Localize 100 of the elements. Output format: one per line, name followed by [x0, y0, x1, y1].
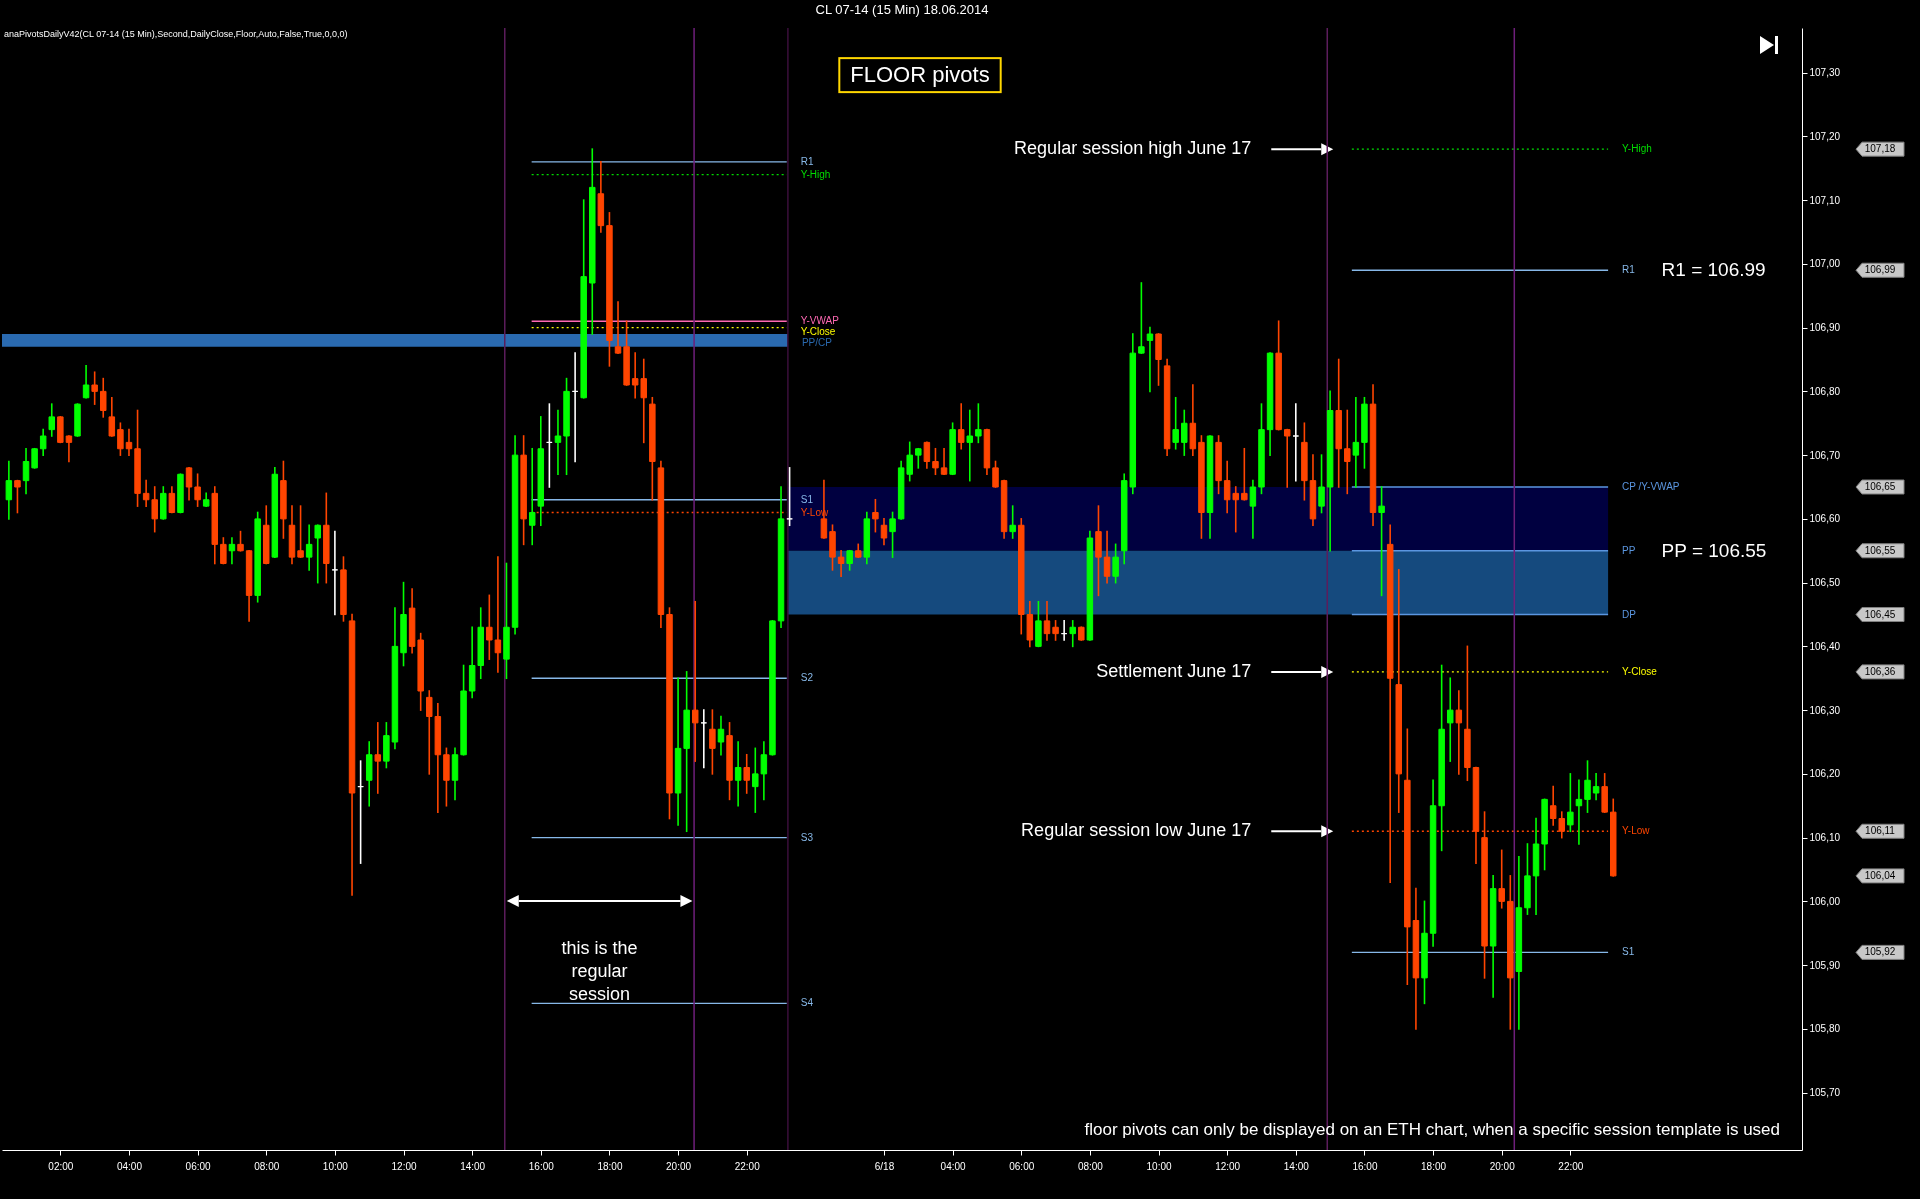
candlestick: [1249, 479, 1257, 539]
candlestick: [14, 479, 21, 514]
candlestick: [940, 447, 948, 476]
annotation: Regular session low June 17: [1021, 820, 1252, 841]
candlestick: [1146, 326, 1154, 393]
y-tick-label: 106,20: [1809, 768, 1841, 780]
y-tick-label: 107,10: [1809, 194, 1841, 206]
y2-tick-label: 106,11: [1865, 825, 1896, 837]
candlestick: [1069, 620, 1076, 648]
y2-tick-label: 106,45: [1864, 608, 1896, 620]
y-tick-label: 106,00: [1809, 895, 1841, 907]
x-tick-label: 08:00: [254, 1160, 280, 1172]
x-tick-label: 02:00: [48, 1160, 74, 1172]
series-label: S3: [800, 831, 814, 843]
y-tick-label: 106,70: [1809, 449, 1841, 461]
series-label: R1: [1622, 264, 1636, 276]
candlestick: [1052, 620, 1059, 641]
candlestick: [717, 715, 725, 756]
y-tick-label: 107,20: [1809, 130, 1841, 142]
candlestick: [915, 447, 922, 469]
series-label: S1: [800, 493, 814, 505]
candlestick: [1592, 773, 1600, 801]
x-tick-label: 16:00: [528, 1160, 555, 1172]
x-tick-label: 18:00: [597, 1160, 623, 1172]
series-label: Y-Close: [800, 326, 836, 338]
candlestick: [48, 403, 56, 437]
annotation: R1 = 106.99: [1661, 259, 1766, 281]
y2-tick-label: 106,36: [1864, 665, 1896, 677]
candlestick: [1378, 486, 1385, 597]
x-tick-label: 22:00: [1558, 1160, 1584, 1172]
candlestick: [374, 722, 382, 794]
x-tick-label: 06:00: [1009, 1160, 1035, 1172]
series-label: S2: [800, 672, 814, 684]
candlestick: [1455, 690, 1463, 775]
y-tick-label: 107,00: [1809, 258, 1841, 270]
x-tick-label: 18:00: [1421, 1160, 1447, 1172]
candlestick: [1172, 396, 1179, 450]
candlestick: [992, 460, 999, 488]
candlestick: [837, 549, 845, 578]
candlestick: [486, 594, 493, 660]
y2-tick-label: 107,18: [1864, 143, 1896, 155]
series-label: DP: [1622, 608, 1637, 620]
candlestick: [237, 530, 244, 552]
y-tick-label: 106,40: [1809, 640, 1841, 652]
series-label: Y-VWAP: [800, 315, 840, 327]
candlestick: [1446, 677, 1454, 762]
y-tick-label: 106,80: [1809, 385, 1841, 397]
x-tick-label: 08:00: [1077, 1160, 1104, 1172]
candlestick: [39, 428, 47, 456]
candlestick: [82, 365, 90, 399]
candlestick: [1138, 282, 1145, 354]
band-label: PP/CP: [801, 337, 833, 349]
candlestick: [709, 709, 716, 775]
candlestick: [220, 537, 227, 565]
candlestick: [31, 447, 38, 469]
candlestick: [494, 556, 502, 673]
candlestick: [957, 403, 965, 450]
candlestick: [108, 396, 116, 437]
candlestick: [117, 422, 124, 456]
series-label: Y-High: [1622, 143, 1652, 155]
candlestick: [185, 467, 193, 501]
series-label: Y-High: [800, 168, 831, 180]
y-tick-label: 105,90: [1809, 959, 1841, 971]
candlestick: [691, 600, 699, 762]
series-label: CP /Y-VWAP: [1622, 481, 1680, 492]
candlestick: [331, 530, 339, 616]
x-tick-label: 20:00: [666, 1160, 692, 1172]
y-tick-label: 106,50: [1809, 577, 1841, 589]
series-label: Y-Close: [1622, 665, 1658, 677]
y-tick-label: 106,10: [1809, 832, 1841, 844]
x-tick-label: 04:00: [116, 1160, 143, 1172]
candlestick: [786, 467, 793, 527]
candlestick: [975, 403, 982, 444]
candlestick: [872, 498, 879, 533]
x-tick-label: 10:00: [1146, 1160, 1172, 1172]
candlestick: [1498, 849, 1505, 909]
candlestick: [1584, 760, 1591, 813]
candlestick: [923, 441, 931, 469]
series-label: S4: [800, 997, 814, 1009]
candlestick: [99, 377, 107, 418]
annotation: Regular session high June 17: [1014, 138, 1252, 159]
candlestick: [1283, 428, 1291, 488]
annotation: floor pivots can only be displayed on an ETH chart, when a specific session template is used: [1084, 1120, 1780, 1139]
candlestick: [614, 301, 622, 354]
annotation: FLOOR pivots: [850, 62, 990, 88]
candlestick: [734, 741, 742, 807]
candlestick: [743, 753, 750, 794]
x-tick-label: 14:00: [1283, 1160, 1310, 1172]
y-tick-label: 105,80: [1809, 1023, 1841, 1035]
candlestick: [1241, 447, 1248, 501]
candlestick: [314, 524, 321, 584]
x-tick-label: 12:00: [391, 1160, 417, 1172]
candlestick: [846, 549, 853, 571]
series-label: R1: [800, 155, 814, 167]
x-tick-label: 22:00: [734, 1160, 761, 1172]
y-tick-label: 106,30: [1809, 704, 1841, 716]
candlestick: [1352, 396, 1360, 488]
series-label: PP: [1622, 544, 1636, 556]
x-tick-label: 14:00: [460, 1160, 486, 1172]
x-tick-label: 6/18: [874, 1160, 895, 1172]
